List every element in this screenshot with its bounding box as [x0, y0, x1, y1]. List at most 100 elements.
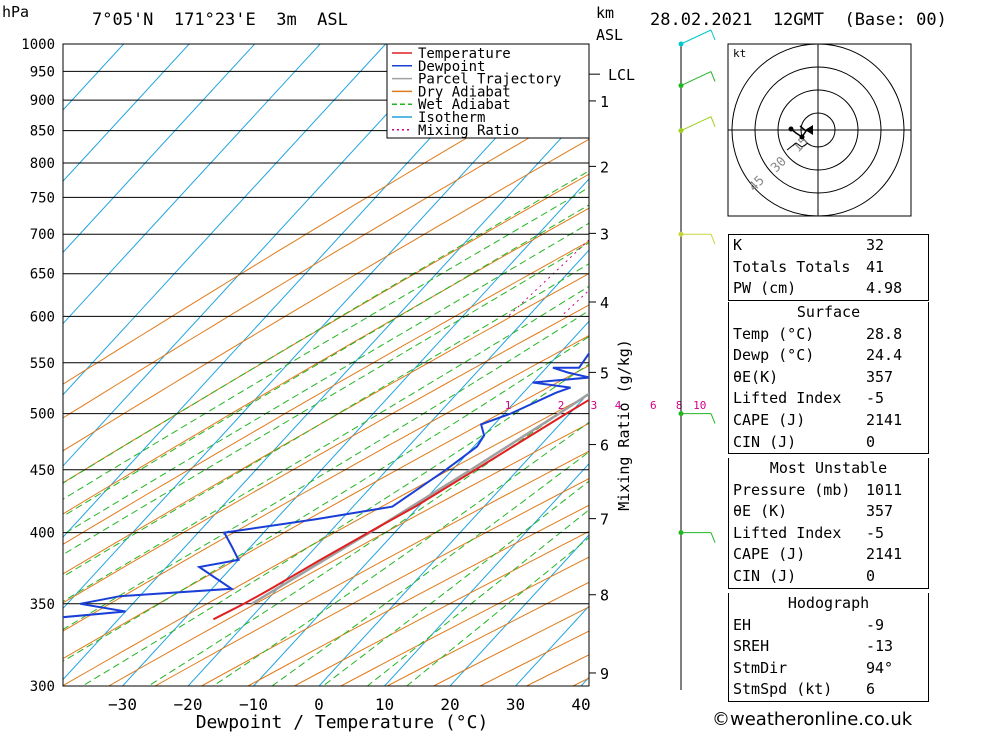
height-tick-label: 2 [600, 158, 609, 176]
dry-adiabat-line [63, 335, 589, 632]
datetime-title: 28.02.2021 12GMT (Base: 00) [650, 10, 947, 30]
pressure-tick-label: 550 [30, 356, 55, 372]
km-label: km [596, 4, 615, 22]
dry-adiabat-line [63, 394, 589, 686]
temperature-tick-label: −20 [174, 695, 203, 714]
hodograph-value: -13 [866, 637, 894, 656]
hodograph-key: StmSpd (kt) [733, 680, 833, 699]
height-tick-label: 6 [600, 437, 609, 455]
surface-row: Temp (°C) 28.8 [729, 324, 928, 346]
most-unstable-row: CAPE (J) 2141 [729, 544, 928, 566]
legend-box [386, 43, 590, 139]
wind-barb [678, 231, 716, 245]
most-unstable-key: CIN (J) [733, 566, 797, 585]
height-tick-label: 3 [600, 225, 609, 243]
surface-title: Surface [796, 303, 861, 321]
parcel-trajectory-line [251, 392, 589, 605]
pressure-tick-label: 600 [30, 309, 55, 325]
index-row: K 32 [729, 235, 928, 257]
pressure-tick-label: 300 [30, 679, 55, 695]
dry-adiabat-line [63, 102, 589, 419]
height-tick-label: 5 [600, 364, 609, 382]
copyright-text: ©weatheronline.co.uk [712, 709, 913, 730]
most-unstable-key: Pressure (mb) [733, 480, 851, 499]
temperature-tick-label: −10 [239, 695, 268, 714]
most-unstable-key: Lifted Index [733, 523, 842, 542]
pressure-tick-label: 800 [30, 156, 55, 172]
hodograph-title: Hodograph [787, 594, 870, 612]
surface-value: 24.4 [866, 346, 903, 365]
dry-adiabat-line [63, 304, 589, 604]
wet-adiabat-line [212, 421, 589, 686]
hodograph-unit-label: kt [733, 47, 746, 60]
surface-value: 28.8 [866, 324, 903, 343]
most-unstable-key: CAPE (J) [733, 545, 806, 564]
hodograph-row: EH -9 [729, 615, 928, 637]
surface-row: CAPE (J) 2141 [729, 410, 928, 432]
wet-adiabat-line [63, 204, 589, 517]
dewpoint-line [63, 352, 589, 619]
wet-adiabat-line [63, 310, 589, 630]
mixing-ratio-label: 10 [693, 399, 706, 412]
most-unstable-row: θE (K) 357 [729, 501, 928, 523]
height-tick-label: 9 [600, 665, 609, 683]
isotherm-line [252, 320, 589, 686]
pressure-tick-label: 650 [30, 267, 55, 283]
index-value: 4.98 [866, 279, 903, 298]
wind-barb-shaft [680, 29, 712, 45]
most-unstable-row: Pressure (mb) 1011 [729, 480, 928, 502]
pressure-unit-label: hPa [2, 3, 30, 21]
hodograph-key: StmDir [733, 658, 788, 677]
hodograph-row: StmDir 94° [729, 658, 928, 680]
hodograph-key: SREH [733, 637, 770, 656]
height-tick-label: 8 [600, 587, 609, 605]
surface-row: Dewp (°C) 24.4 [729, 345, 928, 367]
isotherm-line [63, 44, 190, 182]
legend-label: Dry Adiabat [418, 84, 511, 100]
legend-label: Temperature [418, 46, 511, 62]
mixing-ratio-label: 1 [505, 399, 512, 412]
wet-adiabat-line [63, 285, 589, 602]
hodograph-point [799, 134, 805, 140]
height-tick-label: 1 [600, 93, 609, 111]
wind-barb-shaft [680, 71, 712, 87]
isotherm-line [449, 534, 589, 686]
legend-label: Parcel Trajectory [418, 72, 561, 88]
pressure-tick-label: 900 [30, 93, 55, 109]
wind-barb-flag [710, 532, 716, 543]
most-unstable-row: Lifted Index -5 [729, 523, 928, 545]
hodograph-value: 94° [866, 658, 894, 677]
index-row: Totals Totals 41 [729, 257, 928, 279]
lcl-label: LCL [608, 66, 635, 84]
temperature-tick-label: 40 [571, 695, 590, 714]
hodograph-value: 6 [866, 680, 876, 699]
pressure-tick-label: 950 [30, 64, 55, 80]
plot-frame [62, 43, 590, 687]
temperature-tick-label: 10 [375, 695, 394, 714]
surface-row: CIN (J) 0 [729, 432, 928, 454]
index-key: Totals Totals [733, 257, 851, 276]
legend-label: Isotherm [418, 110, 485, 126]
hodograph-value: -9 [866, 615, 885, 634]
temperature-tick-label: 20 [440, 695, 459, 714]
surface-row: Lifted Index -5 [729, 388, 928, 410]
pressure-tick-label: 850 [30, 124, 55, 140]
wind-barb-flag [710, 29, 716, 41]
wind-barb-flag [710, 413, 716, 424]
hodograph-trace-lower [786, 142, 809, 151]
isotherm-line [63, 44, 256, 254]
temperature-tick-label: 30 [506, 695, 525, 714]
mixing-ratio-label: 8 [676, 399, 683, 412]
temperature-tick-label: 0 [314, 695, 324, 714]
index-key: PW (cm) [733, 279, 797, 298]
isotherm-line [187, 249, 589, 686]
most-unstable-title: Most Unstable [769, 459, 888, 477]
surface-key: CIN (J) [733, 432, 797, 451]
dry-adiabat-line [154, 450, 589, 686]
wind-barb-flag [710, 234, 716, 245]
most-unstable-value: 1011 [866, 480, 903, 499]
wet-adiabat-line [63, 242, 589, 556]
wind-barb [678, 116, 716, 134]
wind-barb-flag [710, 116, 716, 127]
